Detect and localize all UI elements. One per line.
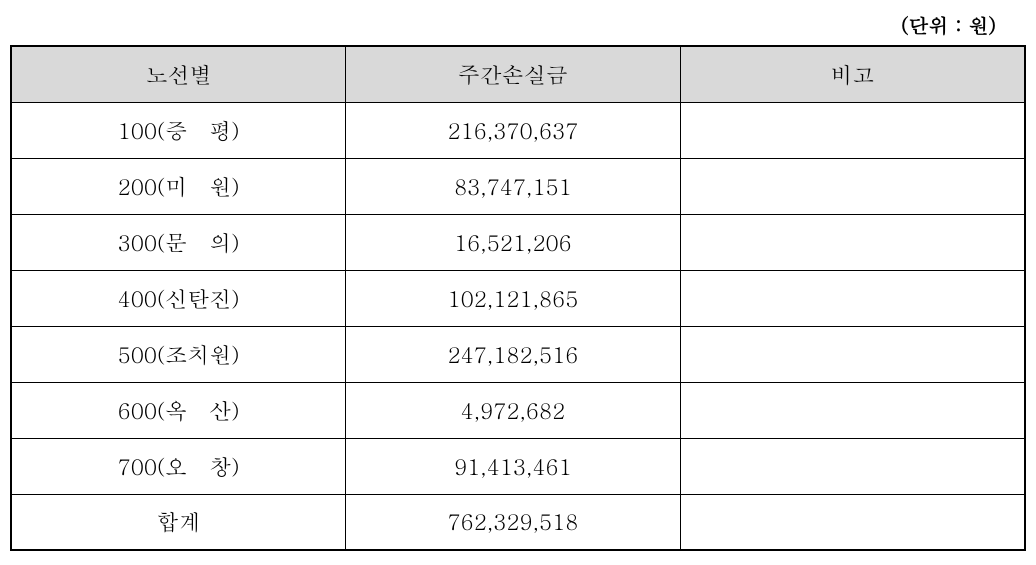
header-loss: 주간손실금 xyxy=(346,46,681,102)
cell-remark xyxy=(680,158,1025,214)
cell-remark xyxy=(680,494,1025,550)
cell-loss: 102,121,865 xyxy=(346,270,681,326)
header-route: 노선별 xyxy=(11,46,346,102)
cell-loss: 216,370,637 xyxy=(346,102,681,158)
cell-route: 100(증 평) xyxy=(11,102,346,158)
loss-table: 노선별 주간손실금 비고 100(증 평) 216,370,637 200(미 … xyxy=(10,45,1026,551)
table-row: 400(신탄진) 102,121,865 xyxy=(11,270,1025,326)
cell-loss: 91,413,461 xyxy=(346,438,681,494)
cell-remark xyxy=(680,382,1025,438)
cell-loss: 83,747,151 xyxy=(346,158,681,214)
cell-loss: 4,972,682 xyxy=(346,382,681,438)
unit-label: (단위 : 원) xyxy=(10,10,1026,39)
cell-route: 합계 xyxy=(11,494,346,550)
cell-remark xyxy=(680,438,1025,494)
table-row: 500(조치원) 247,182,516 xyxy=(11,326,1025,382)
cell-remark xyxy=(680,270,1025,326)
cell-route: 700(오 창) xyxy=(11,438,346,494)
cell-remark xyxy=(680,326,1025,382)
table-row: 200(미 원) 83,747,151 xyxy=(11,158,1025,214)
cell-route: 200(미 원) xyxy=(11,158,346,214)
table-row: 600(옥 산) 4,972,682 xyxy=(11,382,1025,438)
cell-route: 500(조치원) xyxy=(11,326,346,382)
cell-route: 300(문 의) xyxy=(11,214,346,270)
table-row: 700(오 창) 91,413,461 xyxy=(11,438,1025,494)
cell-remark xyxy=(680,214,1025,270)
table-row: 100(증 평) 216,370,637 xyxy=(11,102,1025,158)
cell-remark xyxy=(680,102,1025,158)
table-row: 300(문 의) 16,521,206 xyxy=(11,214,1025,270)
table-header-row: 노선별 주간손실금 비고 xyxy=(11,46,1025,102)
cell-loss: 247,182,516 xyxy=(346,326,681,382)
cell-route: 400(신탄진) xyxy=(11,270,346,326)
cell-loss: 762,329,518 xyxy=(346,494,681,550)
header-remark: 비고 xyxy=(680,46,1025,102)
cell-route: 600(옥 산) xyxy=(11,382,346,438)
cell-loss: 16,521,206 xyxy=(346,214,681,270)
table-row: 합계 762,329,518 xyxy=(11,494,1025,550)
